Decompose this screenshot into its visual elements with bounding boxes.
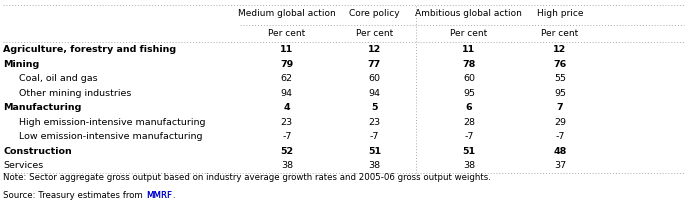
- Text: Other mining industries: Other mining industries: [19, 89, 131, 98]
- Text: Per cent: Per cent: [356, 29, 393, 38]
- Text: Manufacturing: Manufacturing: [3, 103, 82, 112]
- Text: 37: 37: [554, 161, 566, 170]
- Text: 11: 11: [462, 45, 475, 54]
- Text: 7: 7: [556, 103, 563, 112]
- Text: 38: 38: [281, 161, 293, 170]
- Text: 52: 52: [280, 147, 293, 156]
- Text: 94: 94: [368, 89, 381, 98]
- Text: Coal, oil and gas: Coal, oil and gas: [19, 74, 97, 83]
- Text: Note: Sector aggregate gross output based on industry average growth rates and 2: Note: Sector aggregate gross output base…: [3, 173, 491, 182]
- Text: 38: 38: [368, 161, 381, 170]
- Text: -7: -7: [464, 132, 473, 141]
- Text: 11: 11: [280, 45, 293, 54]
- Text: 12: 12: [368, 45, 381, 54]
- Text: Medium global action: Medium global action: [238, 9, 336, 19]
- Text: 28: 28: [463, 118, 475, 127]
- Text: 95: 95: [554, 89, 566, 98]
- Text: 4: 4: [284, 103, 290, 112]
- Text: 78: 78: [462, 60, 475, 69]
- Text: 77: 77: [368, 60, 381, 69]
- Text: 62: 62: [281, 74, 293, 83]
- Text: -7: -7: [555, 132, 565, 141]
- Text: Ambitious global action: Ambitious global action: [416, 9, 522, 19]
- Text: 23: 23: [368, 118, 381, 127]
- Text: 23: 23: [281, 118, 293, 127]
- Text: Low emission-intensive manufacturing: Low emission-intensive manufacturing: [19, 132, 202, 141]
- Text: 5: 5: [371, 103, 378, 112]
- Text: Source: Treasury estimates from: Source: Treasury estimates from: [3, 191, 146, 200]
- Text: Construction: Construction: [3, 147, 72, 156]
- Text: 51: 51: [462, 147, 475, 156]
- Text: Per cent: Per cent: [450, 29, 488, 38]
- Text: MMRF: MMRF: [146, 191, 172, 200]
- Text: .: .: [172, 191, 174, 200]
- Text: 38: 38: [463, 161, 475, 170]
- Text: 12: 12: [553, 45, 567, 54]
- Text: 94: 94: [281, 89, 293, 98]
- Text: 55: 55: [554, 74, 566, 83]
- Text: Services: Services: [3, 161, 44, 170]
- Text: Mining: Mining: [3, 60, 40, 69]
- Text: 48: 48: [553, 147, 567, 156]
- Text: -7: -7: [370, 132, 379, 141]
- Text: High price: High price: [537, 9, 583, 19]
- Text: Per cent: Per cent: [268, 29, 306, 38]
- Text: 76: 76: [553, 60, 567, 69]
- Text: MMRF: MMRF: [146, 191, 172, 200]
- Text: 79: 79: [280, 60, 293, 69]
- Text: 6: 6: [466, 103, 472, 112]
- Text: 95: 95: [463, 89, 475, 98]
- Text: Core policy: Core policy: [349, 9, 400, 19]
- Text: 60: 60: [463, 74, 475, 83]
- Text: Per cent: Per cent: [541, 29, 578, 38]
- Text: High emission-intensive manufacturing: High emission-intensive manufacturing: [19, 118, 205, 127]
- Text: 29: 29: [554, 118, 566, 127]
- Text: 60: 60: [368, 74, 381, 83]
- Text: Agriculture, forestry and fishing: Agriculture, forestry and fishing: [3, 45, 177, 54]
- Text: -7: -7: [282, 132, 291, 141]
- Text: 51: 51: [368, 147, 381, 156]
